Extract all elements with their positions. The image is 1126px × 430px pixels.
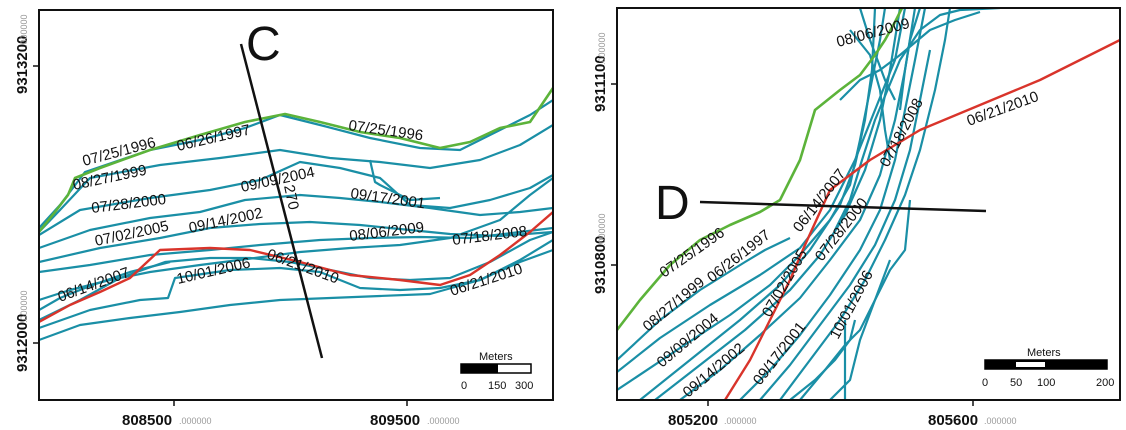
- shoreline-line: [898, 8, 922, 111]
- shoreline-line: [858, 8, 896, 101]
- scale-bar-tick: 0: [461, 380, 467, 392]
- section-label-c: C: [246, 18, 281, 71]
- x-tick-suffix: .000000: [179, 416, 212, 426]
- right-map-frame: [616, 7, 1121, 401]
- y-tick-suffix: .000000: [19, 290, 29, 323]
- y-tick-label: 9311100: [592, 55, 609, 112]
- shoreline-2010: [39, 211, 553, 324]
- x-tick-suffix: .000000: [984, 416, 1017, 426]
- shoreline-line: [617, 8, 907, 373]
- date-label: 08/06/2009: [348, 219, 425, 245]
- x-tick-suffix: .000000: [427, 416, 460, 426]
- shoreline-line: [834, 8, 1001, 231]
- section-label-d: D: [655, 177, 690, 230]
- y-tick-suffix: .000000: [597, 32, 607, 65]
- x-tick-suffix: .000000: [724, 416, 757, 426]
- shoreline-line: [39, 193, 553, 250]
- scale-bar-tick: 150: [488, 380, 506, 392]
- date-label: 09/17/2001: [349, 185, 426, 212]
- shoreline-line: [39, 260, 171, 311]
- left-shorelines: [39, 87, 553, 342]
- shoreline-line: [779, 8, 952, 400]
- right-scale-bar: Meters 0 50 100 200: [982, 347, 1114, 389]
- transect-d-line: [699, 200, 987, 213]
- scale-bar-tick: 0: [982, 377, 988, 389]
- shoreline-line: [368, 159, 441, 202]
- shoreline-line: [789, 319, 857, 400]
- date-label: 07/18/2008: [451, 223, 528, 249]
- left-x-axis: 808500 .000000 809500 .000000: [122, 400, 460, 429]
- shoreline-line: [617, 237, 791, 361]
- shoreline-1996: [39, 87, 553, 233]
- date-label: 06/26/1997: [175, 121, 252, 154]
- x-tick-label: 809500: [370, 412, 420, 429]
- y-tick-suffix: .000000: [19, 14, 29, 47]
- x-tick-label: 805600: [928, 412, 978, 429]
- left-y-axis: 9313200 .000000 9312000 .000000: [14, 14, 39, 372]
- date-label: 07/25/1996: [81, 134, 158, 170]
- right-date-labels: 08/06/2009 06/21/2010 07/18/2008 06/14/2…: [640, 15, 1041, 401]
- shoreline-line: [839, 10, 981, 101]
- shoreline-1996: [617, 8, 904, 331]
- left-map-panel: C 270 07/25/1996 06/26/1997 07/25/1996 0…: [14, 9, 554, 429]
- scale-bar-title: Meters: [479, 351, 513, 363]
- shoreline-2010: [723, 38, 1120, 400]
- right-shorelines: [617, 8, 1120, 400]
- y-tick-label: 9313200: [14, 36, 31, 94]
- date-label: 06/14/2007: [56, 264, 132, 306]
- date-label: 08/27/1999: [71, 162, 148, 194]
- y-tick-suffix: .000000: [597, 213, 607, 246]
- shoreline-line: [39, 226, 553, 274]
- right-x-axis: 805200 .000000 805600 .000000: [668, 400, 1017, 429]
- scale-bar-tick: 300: [515, 380, 533, 392]
- x-tick-label: 808500: [122, 412, 172, 429]
- date-label: 09/14/2002: [187, 205, 264, 237]
- shoreline-line: [39, 248, 553, 342]
- shoreline-line: [39, 220, 553, 264]
- shoreline-line: [739, 8, 927, 400]
- left-scale-bar: Meters 0 150 300: [460, 351, 533, 392]
- shoreline-line: [849, 29, 892, 161]
- scale-bar-tick: 100: [1037, 377, 1055, 389]
- right-map-panel: D 08/06/2009 06/21/2010 07/18/2008 06/14…: [592, 7, 1121, 429]
- left-map-frame: [38, 9, 554, 401]
- shoreline-line: [39, 160, 553, 236]
- date-label: 06/21/2010: [448, 260, 525, 299]
- date-label: 07/18/2008: [877, 96, 927, 170]
- x-tick-label: 805200: [668, 412, 718, 429]
- transect-c-line: [239, 43, 324, 359]
- y-tick-label: 9310800: [592, 236, 609, 294]
- shoreline-line: [829, 259, 892, 400]
- scale-bar-tick: 50: [1010, 377, 1022, 389]
- shoreline-line: [39, 124, 553, 233]
- shoreline-line: [639, 8, 877, 400]
- shoreline-line: [39, 230, 553, 321]
- y-tick-label: 9312000: [14, 314, 31, 372]
- shoreline-line: [799, 199, 912, 400]
- shoreline-line: [759, 49, 932, 400]
- scale-bar-title: Meters: [1027, 347, 1061, 359]
- shoreline-line: [679, 8, 917, 400]
- transect-number-label: 270: [280, 183, 302, 211]
- right-y-axis: 9311100 .000000 9310800 .000000: [592, 32, 617, 294]
- scale-bar-tick: 200: [1096, 377, 1114, 389]
- date-label: 07/28/2000: [90, 191, 167, 217]
